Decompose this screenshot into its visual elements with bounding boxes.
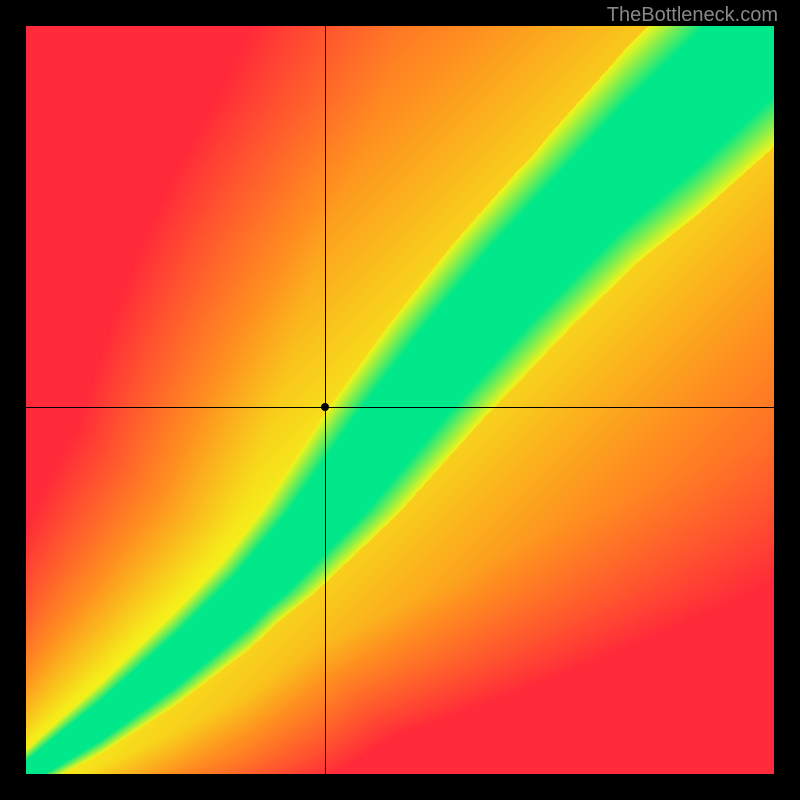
crosshair-horizontal: [26, 407, 774, 408]
heatmap-canvas: [26, 26, 774, 774]
watermark-text: TheBottleneck.com: [607, 4, 778, 27]
data-point-marker: [321, 403, 329, 411]
crosshair-vertical: [325, 26, 326, 774]
heatmap-plot: [26, 26, 774, 774]
